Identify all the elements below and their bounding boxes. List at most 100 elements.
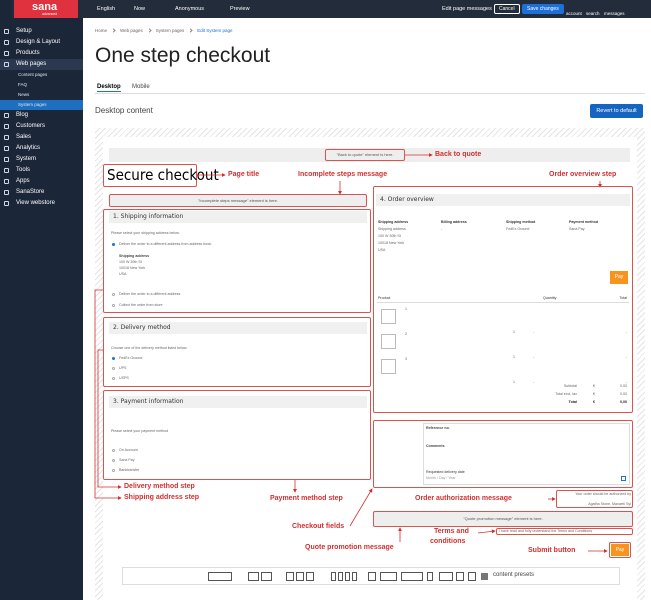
crumb[interactable]: Web pages	[120, 28, 143, 33]
date-input[interactable]: Month / Day / Year	[426, 476, 456, 480]
submenu-item[interactable]: System pages	[0, 100, 83, 110]
line: USA	[119, 272, 127, 276]
price: -	[533, 330, 535, 334]
menu-item[interactable]: Analytics	[0, 143, 83, 154]
amount: 0,00	[620, 384, 627, 388]
menu-item[interactable]: Apps	[0, 176, 83, 187]
amount: 0,00	[620, 400, 627, 404]
menu-item[interactable]: Setup	[0, 26, 83, 37]
menu-icon	[4, 157, 9, 162]
radio[interactable]	[112, 377, 115, 380]
submenu-item[interactable]: Content pages	[18, 72, 48, 77]
option: FedEx Ground	[119, 356, 143, 360]
menu-item[interactable]: View webstore	[0, 198, 83, 209]
breadcrumb: Home Web pages System pages Edit System pag…	[95, 28, 233, 33]
radio[interactable]	[112, 293, 115, 296]
radio[interactable]	[112, 469, 115, 472]
annotation: conditions	[430, 538, 466, 545]
time[interactable]: Now	[134, 6, 146, 12]
product-image	[381, 334, 396, 349]
billing: -	[441, 227, 443, 231]
quote-promotion: "Quote promotion message" element is her…	[373, 511, 633, 527]
user[interactable]: Anonymous	[175, 6, 205, 12]
crumb[interactable]: Edit System page	[197, 28, 233, 33]
menu-item[interactable]: SanaStore	[0, 187, 83, 198]
menu-icon	[4, 29, 9, 34]
preview[interactable]: Preview	[230, 6, 250, 12]
overview-step	[373, 186, 633, 413]
cancel-button[interactable]: Cancel	[494, 4, 520, 14]
preset-icon[interactable]	[345, 572, 350, 581]
menu-item[interactable]: Sales	[0, 132, 83, 143]
edition: advanced	[42, 12, 58, 16]
menu-item[interactable]: Tools	[0, 165, 83, 176]
preset-icon[interactable]	[427, 572, 433, 581]
step-header: 2. Delivery method	[109, 322, 367, 334]
account[interactable]: account	[566, 11, 582, 16]
preset-icon[interactable]	[208, 572, 232, 581]
language[interactable]: English	[97, 6, 116, 12]
presets-label[interactable]: content presets	[493, 572, 535, 578]
text: Please select your payment method	[111, 429, 169, 433]
preset-icon[interactable]	[380, 572, 397, 581]
preset-icon[interactable]	[401, 572, 423, 581]
amount: 0,00	[620, 392, 627, 396]
preset-icon[interactable]	[261, 572, 272, 581]
save-button[interactable]: Save changes	[522, 4, 564, 14]
menu-item[interactable]: Products	[0, 48, 83, 59]
back-to-quote: "Back to quote" element is here.	[325, 149, 405, 161]
revert-button[interactable]: Revert to default	[590, 104, 643, 118]
crumb[interactable]: Home	[95, 28, 108, 33]
menu-item[interactable]: Web pages	[0, 59, 83, 70]
messages[interactable]: messages	[604, 11, 625, 16]
text: Please select your shipping address belo…	[111, 231, 180, 235]
fields-box	[423, 423, 630, 485]
step-header: 3. Payment information	[109, 396, 367, 408]
step-header: 4. Order overview	[376, 194, 630, 206]
edit-messages[interactable]: Edit page messages	[442, 6, 492, 12]
preset-icon[interactable]	[481, 573, 488, 580]
quantity: 1	[513, 355, 515, 359]
preset-icon[interactable]	[306, 572, 314, 581]
preset-icon[interactable]	[456, 572, 464, 581]
radio[interactable]	[112, 357, 115, 360]
preset-icon[interactable]	[368, 572, 376, 581]
preset-icon[interactable]	[439, 572, 453, 581]
tab[interactable]: Desktop	[97, 84, 121, 92]
submenu-item[interactable]: FAQ	[18, 82, 28, 87]
tab[interactable]: Mobile	[132, 84, 150, 90]
preset-icon[interactable]	[331, 572, 336, 581]
preset-icon[interactable]	[286, 572, 294, 581]
crumb[interactable]: System pages	[155, 28, 185, 33]
currency: €	[593, 392, 595, 396]
authorization-message	[556, 490, 633, 508]
option: On Account	[119, 448, 138, 452]
column: Quantity	[543, 296, 557, 300]
pay-button[interactable]: Pay	[610, 271, 628, 284]
preset-icon[interactable]	[296, 572, 304, 581]
menu-item[interactable]: Customers	[0, 121, 83, 132]
preset-icon[interactable]	[248, 572, 259, 581]
preset-icon[interactable]	[468, 572, 476, 581]
preset-icon[interactable]	[352, 572, 357, 581]
menu-item[interactable]: Design & Layout	[0, 37, 83, 48]
option: UPS	[119, 366, 127, 370]
menu-icon	[4, 201, 9, 206]
terms[interactable]: I have read and fully understand the Ter…	[496, 528, 633, 535]
search[interactable]: search	[586, 11, 600, 16]
annotation: Quote promotion message	[305, 544, 394, 551]
menu-icon	[4, 190, 9, 195]
calendar-icon[interactable]	[621, 476, 626, 481]
radio[interactable]	[112, 449, 115, 452]
preset-icon[interactable]	[338, 572, 343, 581]
radio[interactable]	[112, 367, 115, 370]
annotation: Order authorization message	[415, 495, 512, 502]
submenu-item[interactable]: News	[18, 92, 30, 97]
radio[interactable]	[112, 459, 115, 462]
radio[interactable]	[112, 243, 115, 246]
radio[interactable]	[112, 304, 115, 307]
apps-button[interactable]	[0, 0, 12, 18]
menu-item[interactable]: Blog	[0, 110, 83, 121]
submit-button[interactable]: Pay	[611, 544, 629, 556]
menu-item[interactable]: System	[0, 154, 83, 165]
